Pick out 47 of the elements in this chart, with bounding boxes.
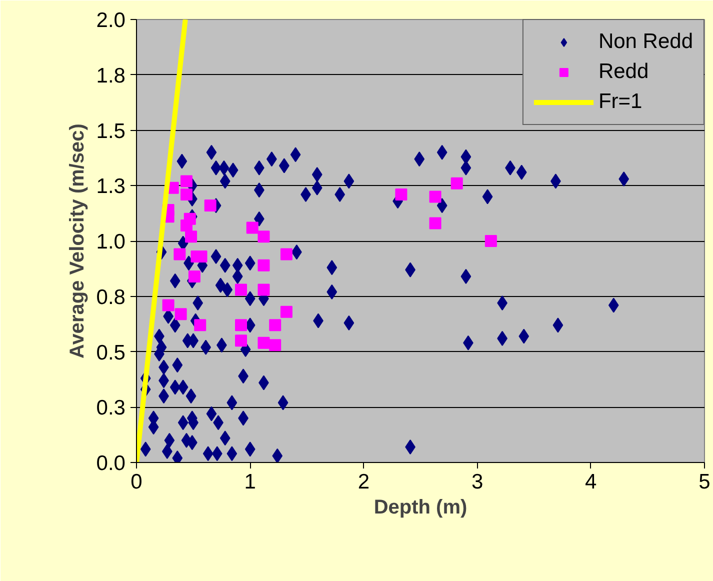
point [280, 306, 292, 318]
x-axis-title: Depth (m) [374, 496, 468, 518]
point [235, 284, 248, 296]
point [235, 334, 248, 347]
x-tick-label: 1 [244, 470, 256, 494]
point [162, 299, 174, 312]
x-tick-label: 0 [130, 470, 142, 494]
y-tick-label: 0.8 [96, 286, 126, 309]
point [180, 219, 192, 232]
point [258, 259, 270, 272]
point [204, 200, 216, 212]
legend-label: Fr=1 [598, 90, 642, 114]
y-tick-label: 1.8 [96, 64, 126, 88]
point [258, 230, 270, 243]
y-tick-label: 1.5 [96, 120, 126, 143]
point [269, 339, 282, 352]
point [180, 188, 192, 200]
point [258, 336, 270, 349]
point [174, 248, 186, 260]
point [246, 222, 258, 234]
x-tick-label: 3 [471, 470, 484, 494]
point [258, 284, 270, 296]
point [180, 175, 192, 188]
y-tick-label: 0.0 [96, 452, 126, 475]
point [484, 235, 497, 247]
x-tick-label: 2 [358, 470, 370, 494]
point [235, 319, 248, 332]
legend-label: Non Redd [598, 30, 693, 54]
point [429, 217, 442, 230]
point [429, 190, 442, 203]
y-tick-label: 1.0 [96, 230, 126, 254]
point [450, 177, 463, 190]
y-tick-label: 1.3 [96, 175, 126, 198]
x-tick-label: 5 [698, 470, 710, 494]
x-tick-label: 4 [585, 470, 598, 494]
legend-label: Redd [598, 60, 649, 84]
point [174, 308, 187, 320]
point [395, 188, 408, 200]
point [280, 248, 292, 260]
point [188, 270, 200, 282]
point [269, 319, 282, 332]
y-tick-label: 0.3 [96, 396, 126, 420]
point [194, 319, 206, 332]
y-axis-title: Average Velocity (m/sec) [66, 124, 88, 358]
point [185, 230, 198, 243]
y-tick-label: 0.5 [96, 341, 126, 364]
y-tick-label: 2.0 [96, 9, 126, 32]
